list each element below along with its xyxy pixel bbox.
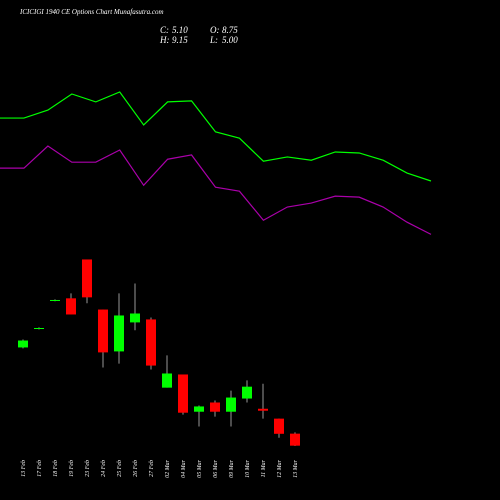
summary-label: O: [210,25,220,35]
x-tick-label: 05 Mar [197,459,203,477]
candle-body [146,319,156,366]
candle-body [226,397,236,412]
candle-body [114,315,124,352]
x-tick-label: 26 Feb [133,460,139,477]
summary-label: H: [159,35,170,45]
summary-label: C: [160,25,169,35]
candle-body [290,433,300,446]
candle-body [130,313,140,323]
x-tick-label: 23 Feb [85,460,91,477]
candle-body [194,406,204,412]
indicator-line [0,91,432,182]
candle-body [98,309,108,353]
chart-title: ICICIGI 1940 CE Options Chart Munafasutr… [19,8,164,16]
x-tick-label: 18 Feb [53,460,59,477]
x-tick-label: 09 Mar [229,459,235,477]
x-tick-label: 04 Mar [180,459,187,477]
candle-body [50,299,60,301]
candle-body [162,373,172,388]
summary-value: 5.00 [222,35,238,45]
x-tick-label: 17 Feb [37,460,43,477]
x-tick-label: 27 Feb [149,460,155,477]
candle-body [18,340,28,348]
candle-body [178,374,188,413]
candle-body [258,408,268,411]
summary-value: 5.10 [172,25,188,35]
candle-body [66,298,76,315]
candle-body [34,328,44,329]
x-tick-label: 13 Feb [21,460,27,477]
summary-value: 8.75 [222,25,238,35]
candle-body [242,386,252,399]
x-tick-label: 13 Mar [293,459,299,477]
x-tick-label: 06 Mar [213,459,219,477]
x-tick-label: 19 Feb [69,460,75,477]
candle-body [210,402,220,412]
x-tick-label: 02 Mar [165,459,171,477]
summary-value: 9.15 [172,35,188,45]
x-tick-label: 12 Mar [277,459,283,477]
x-tick-label: 11 Mar [261,459,267,477]
summary-label: L: [209,35,218,45]
x-tick-label: 10 Mar [245,459,251,477]
x-tick-label: 25 Feb [117,460,123,477]
candle-body [274,418,284,434]
x-tick-label: 24 Feb [100,460,107,477]
indicator-line [0,145,432,235]
candle-body [82,259,92,298]
